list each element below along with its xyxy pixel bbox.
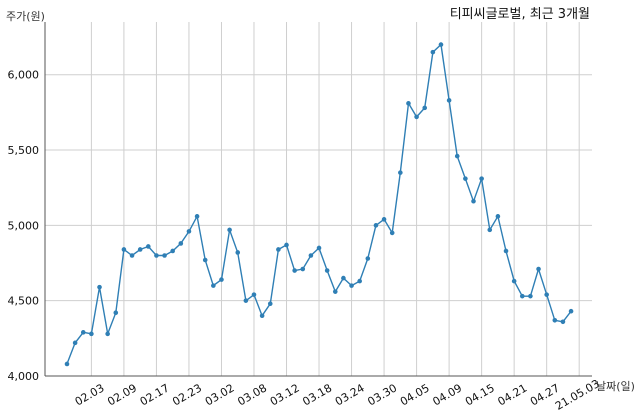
data-point: [446, 98, 452, 103]
data-point: [64, 361, 70, 367]
data-point: [324, 268, 330, 273]
data-point: [178, 241, 184, 246]
x-tick-label: 04.15: [463, 381, 497, 408]
data-point: [544, 292, 549, 297]
x-tick-label: 03.02: [203, 381, 237, 408]
data-point: [398, 170, 403, 175]
y-tick-label: 6,000: [8, 69, 40, 82]
y-tick-label: 5,000: [8, 219, 40, 232]
data-point: [479, 176, 484, 181]
x-tick-label: 04.05: [398, 381, 432, 408]
data-point: [146, 244, 151, 249]
data-point: [463, 176, 468, 181]
data-point: [365, 256, 371, 261]
data-point: [357, 278, 362, 284]
data-point: [406, 101, 411, 106]
data-point: [259, 313, 265, 319]
data-point: [72, 340, 78, 346]
x-tick-label: 03.24: [333, 381, 367, 408]
data-point: [276, 247, 281, 252]
data-point: [300, 266, 306, 272]
y-tick-label: 4,000: [8, 370, 40, 383]
x-tick-label: 03.30: [365, 381, 399, 408]
data-point: [511, 278, 517, 284]
data-point: [316, 245, 322, 251]
data-point: [454, 153, 460, 159]
y-tick-label: 4,500: [8, 295, 40, 308]
x-tick-label: 03.08: [235, 381, 269, 408]
x-tick-label: 02.23: [170, 381, 204, 408]
data-point: [219, 277, 224, 282]
x-tick-label: 03.18: [300, 381, 334, 408]
data-point: [528, 293, 533, 299]
data-point: [422, 105, 428, 111]
x-tick-label: 04.21: [496, 381, 530, 408]
data-point: [211, 283, 216, 288]
chart-title: 티피씨글로벌, 최근 3개월: [450, 7, 590, 22]
data-point: [373, 223, 379, 228]
data-point: [341, 275, 346, 281]
data-point: [349, 283, 354, 288]
price-series: [64, 42, 574, 367]
data-point: [568, 308, 574, 314]
data-point: [194, 214, 200, 219]
data-point: [495, 214, 501, 219]
x-tick-label: 21.05.03: [553, 377, 602, 413]
x-tick-label: 03.12: [268, 381, 302, 408]
x-tick-labels: 02.0302.0902.1702.2303.0203.0803.1203.18…: [73, 377, 602, 413]
data-point: [97, 284, 102, 290]
data-point: [89, 331, 94, 337]
data-point: [267, 301, 273, 306]
data-point: [105, 331, 110, 337]
data-point: [519, 293, 525, 299]
data-point: [202, 257, 208, 263]
data-point: [536, 266, 541, 272]
grid-lines: [45, 22, 592, 377]
x-tick-label: 02.09: [105, 381, 139, 408]
axes: [44, 22, 592, 377]
data-point: [308, 253, 314, 258]
data-point: [414, 114, 419, 120]
x-tick-label: 02.03: [73, 381, 107, 408]
data-point: [235, 250, 241, 255]
data-point: [186, 229, 192, 234]
data-point: [292, 268, 297, 273]
data-point: [121, 247, 127, 252]
data-point: [154, 253, 159, 258]
data-point: [251, 292, 257, 297]
data-point: [80, 330, 86, 335]
data-point: [332, 289, 338, 294]
y-tick-labels: 4,000 4,500 5,000 5,500 6,000: [8, 69, 40, 383]
y-tick-label: 5,500: [8, 144, 40, 157]
data-point: [284, 242, 289, 248]
data-point: [113, 310, 119, 316]
data-point: [381, 217, 387, 222]
data-point: [129, 253, 135, 258]
data-point: [227, 227, 232, 233]
data-point: [170, 248, 175, 254]
x-tick-label: 02.17: [138, 381, 172, 408]
data-point: [243, 298, 249, 303]
data-point: [552, 317, 558, 323]
data-point: [430, 49, 436, 55]
data-point: [137, 247, 143, 252]
data-point: [389, 230, 395, 236]
data-point: [471, 198, 476, 204]
x-tick-label: 04.09: [430, 381, 464, 408]
data-point: [438, 42, 444, 47]
data-point: [162, 253, 167, 258]
data-point: [487, 227, 493, 233]
data-point: [560, 319, 566, 325]
y-axis-label: 주가(원): [6, 10, 45, 23]
x-axis-label: 날짜(일): [596, 379, 635, 393]
data-point: [503, 248, 509, 254]
